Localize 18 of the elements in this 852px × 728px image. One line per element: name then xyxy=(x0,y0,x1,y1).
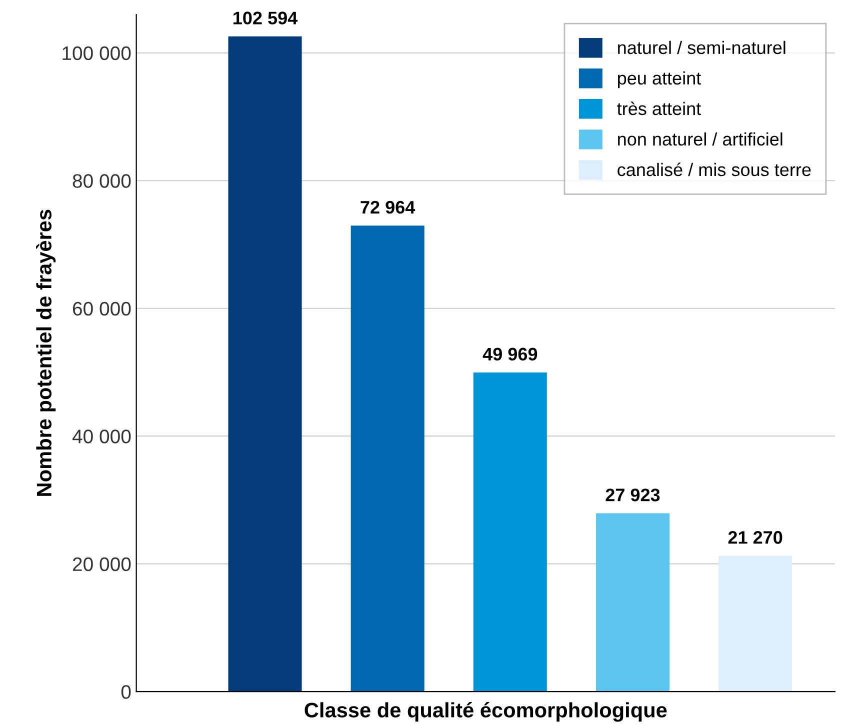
x-axis-title: Classe de qualité écomorphologique xyxy=(304,702,667,722)
data-label: 72 964 xyxy=(360,200,416,214)
y-tick-label: 0 xyxy=(121,685,131,699)
legend-label: canalisé / mis sous terre xyxy=(618,162,811,176)
legend-label: peu atteint xyxy=(618,71,702,88)
y-axis-title: Nombre potentiel de frayères xyxy=(36,210,56,496)
data-label: 21 270 xyxy=(728,531,782,544)
data-label: 49 969 xyxy=(482,348,538,361)
legend-label: très atteint xyxy=(617,102,701,116)
y-tick-label: 100 000 xyxy=(62,46,131,60)
data-label: 27 923 xyxy=(606,488,660,502)
legend-label: non naturel / artificiel xyxy=(618,132,782,146)
y-tick-label: 20 000 xyxy=(72,557,131,572)
data-label: 102 594 xyxy=(234,12,298,24)
y-tick-label: 60 000 xyxy=(72,302,131,316)
y-tick-label: 40 000 xyxy=(72,430,131,444)
legend-label: naturel / semi-naturel xyxy=(618,40,786,54)
y-tick-label: 80 000 xyxy=(72,174,131,188)
